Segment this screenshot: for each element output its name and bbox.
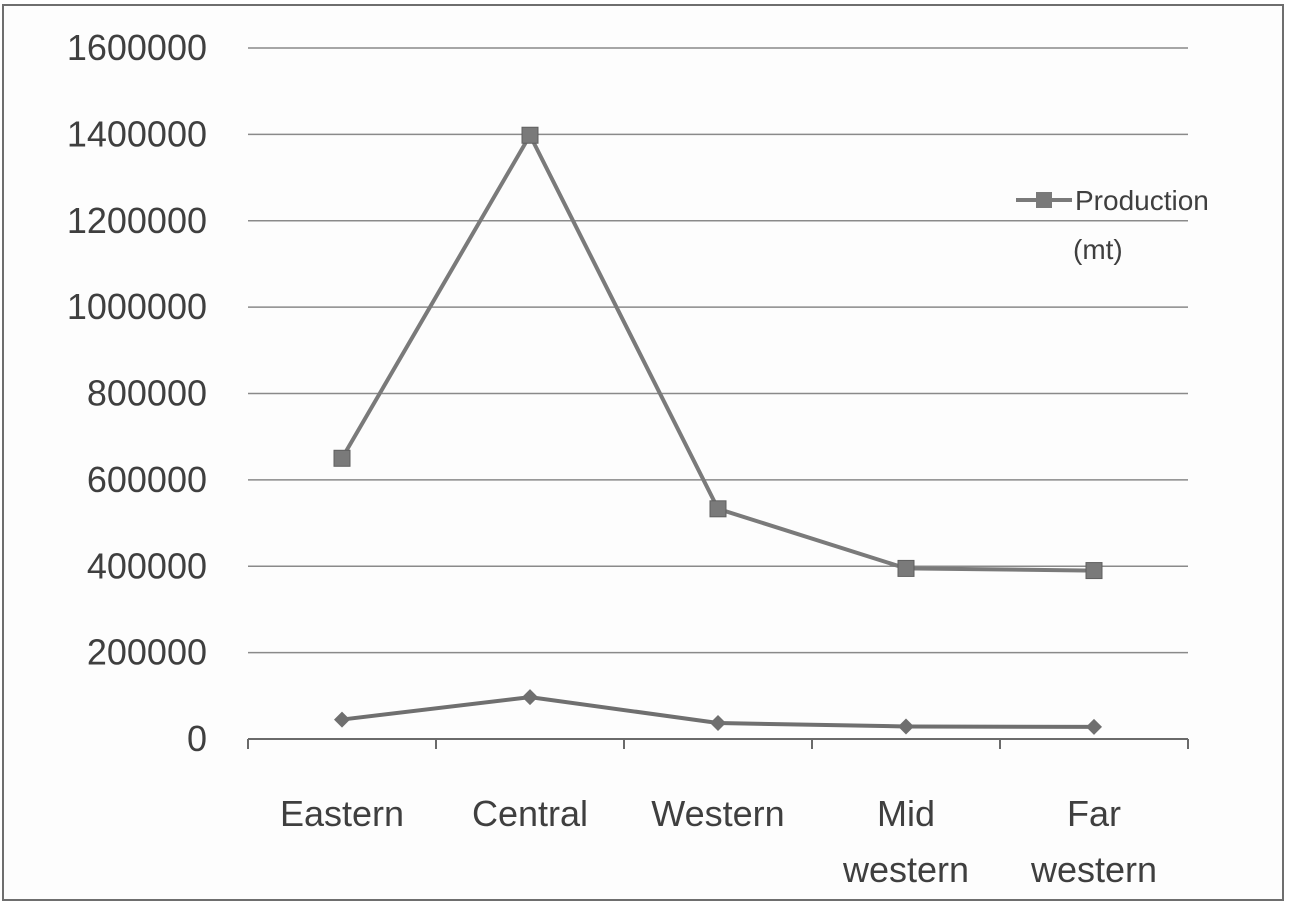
- y-tick-label: 1000000: [67, 286, 207, 327]
- x-tick-label: Central: [472, 793, 588, 834]
- y-tick-label: 800000: [87, 373, 207, 414]
- y-tick-label: 0: [187, 718, 207, 759]
- legend-label: (mt): [1073, 234, 1123, 265]
- data-point-square: [521, 126, 539, 144]
- legend-marker: [1036, 192, 1052, 208]
- y-tick-label: 1200000: [67, 200, 207, 241]
- x-axis-tick-labels: Eastern Central Western Mid western Far wester…: [280, 793, 1157, 890]
- x-tick-label: Western: [651, 793, 784, 834]
- data-point-square: [1085, 562, 1103, 580]
- data-point-diamond: [1086, 718, 1102, 735]
- y-axis-tick-labels: 0 200000 400000 600000 800000 1000000 1200000 1…: [67, 27, 207, 759]
- series-layer: [333, 126, 1103, 735]
- x-tick-label: western: [1030, 849, 1157, 890]
- data-point-square: [709, 500, 727, 518]
- x-axis: [247, 738, 1189, 749]
- data-point-diamond: [522, 689, 538, 706]
- x-tick-label: Mid: [877, 793, 935, 834]
- y-tick-label: 200000: [87, 632, 207, 673]
- gridlines: [248, 47, 1188, 654]
- data-point-diamond: [898, 718, 914, 735]
- y-tick-label: 400000: [87, 545, 207, 586]
- y-tick-label: 600000: [87, 459, 207, 500]
- y-tick-label: 1400000: [67, 113, 207, 154]
- legend: Production (mt): [1016, 185, 1209, 265]
- data-point-square: [333, 449, 351, 467]
- y-tick-label: 1600000: [67, 27, 207, 68]
- chart-frame: [2, 4, 1284, 901]
- data-point-diamond: [334, 711, 350, 728]
- x-tick-label: Eastern: [280, 793, 404, 834]
- data-point-diamond: [710, 715, 726, 732]
- x-tick-label: Far: [1067, 793, 1121, 834]
- data-point-square: [897, 559, 915, 577]
- legend-label: Production: [1075, 185, 1209, 216]
- x-tick-label: western: [842, 849, 969, 890]
